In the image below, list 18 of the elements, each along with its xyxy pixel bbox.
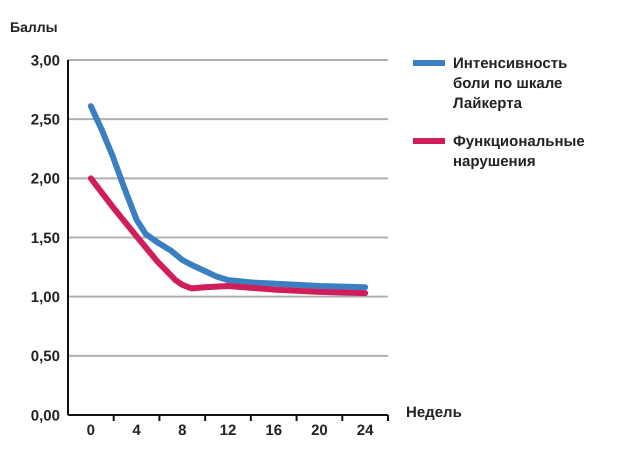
y-tick-label: 1,50 bbox=[30, 230, 60, 247]
x-tick-label: 12 bbox=[220, 422, 236, 439]
y-tick-label: 1,00 bbox=[30, 288, 60, 306]
y-tick-label: 0,50 bbox=[30, 348, 60, 366]
x-tick-label: 16 bbox=[265, 422, 282, 439]
x-tick-label: 0 bbox=[86, 422, 96, 439]
x-tick-label: 8 bbox=[178, 422, 186, 439]
legend-label: Интенсивность боли по шкале Лайкерта bbox=[453, 55, 568, 112]
y-tick-label: 3,00 bbox=[30, 52, 60, 70]
x-axis-title: Недель bbox=[406, 404, 462, 421]
x-tick-label: 20 bbox=[311, 422, 328, 439]
y-tick-label: 0,00 bbox=[30, 407, 60, 424]
x-tick-label: 24 bbox=[356, 422, 374, 439]
y-tick-label: 2,00 bbox=[30, 170, 60, 188]
y-tick-label: 2,50 bbox=[30, 111, 60, 128]
legend-label: Функциональные нарушения bbox=[453, 133, 585, 170]
y-axis-title: Баллы bbox=[10, 19, 58, 35]
x-tick-label: 4 bbox=[132, 422, 142, 439]
